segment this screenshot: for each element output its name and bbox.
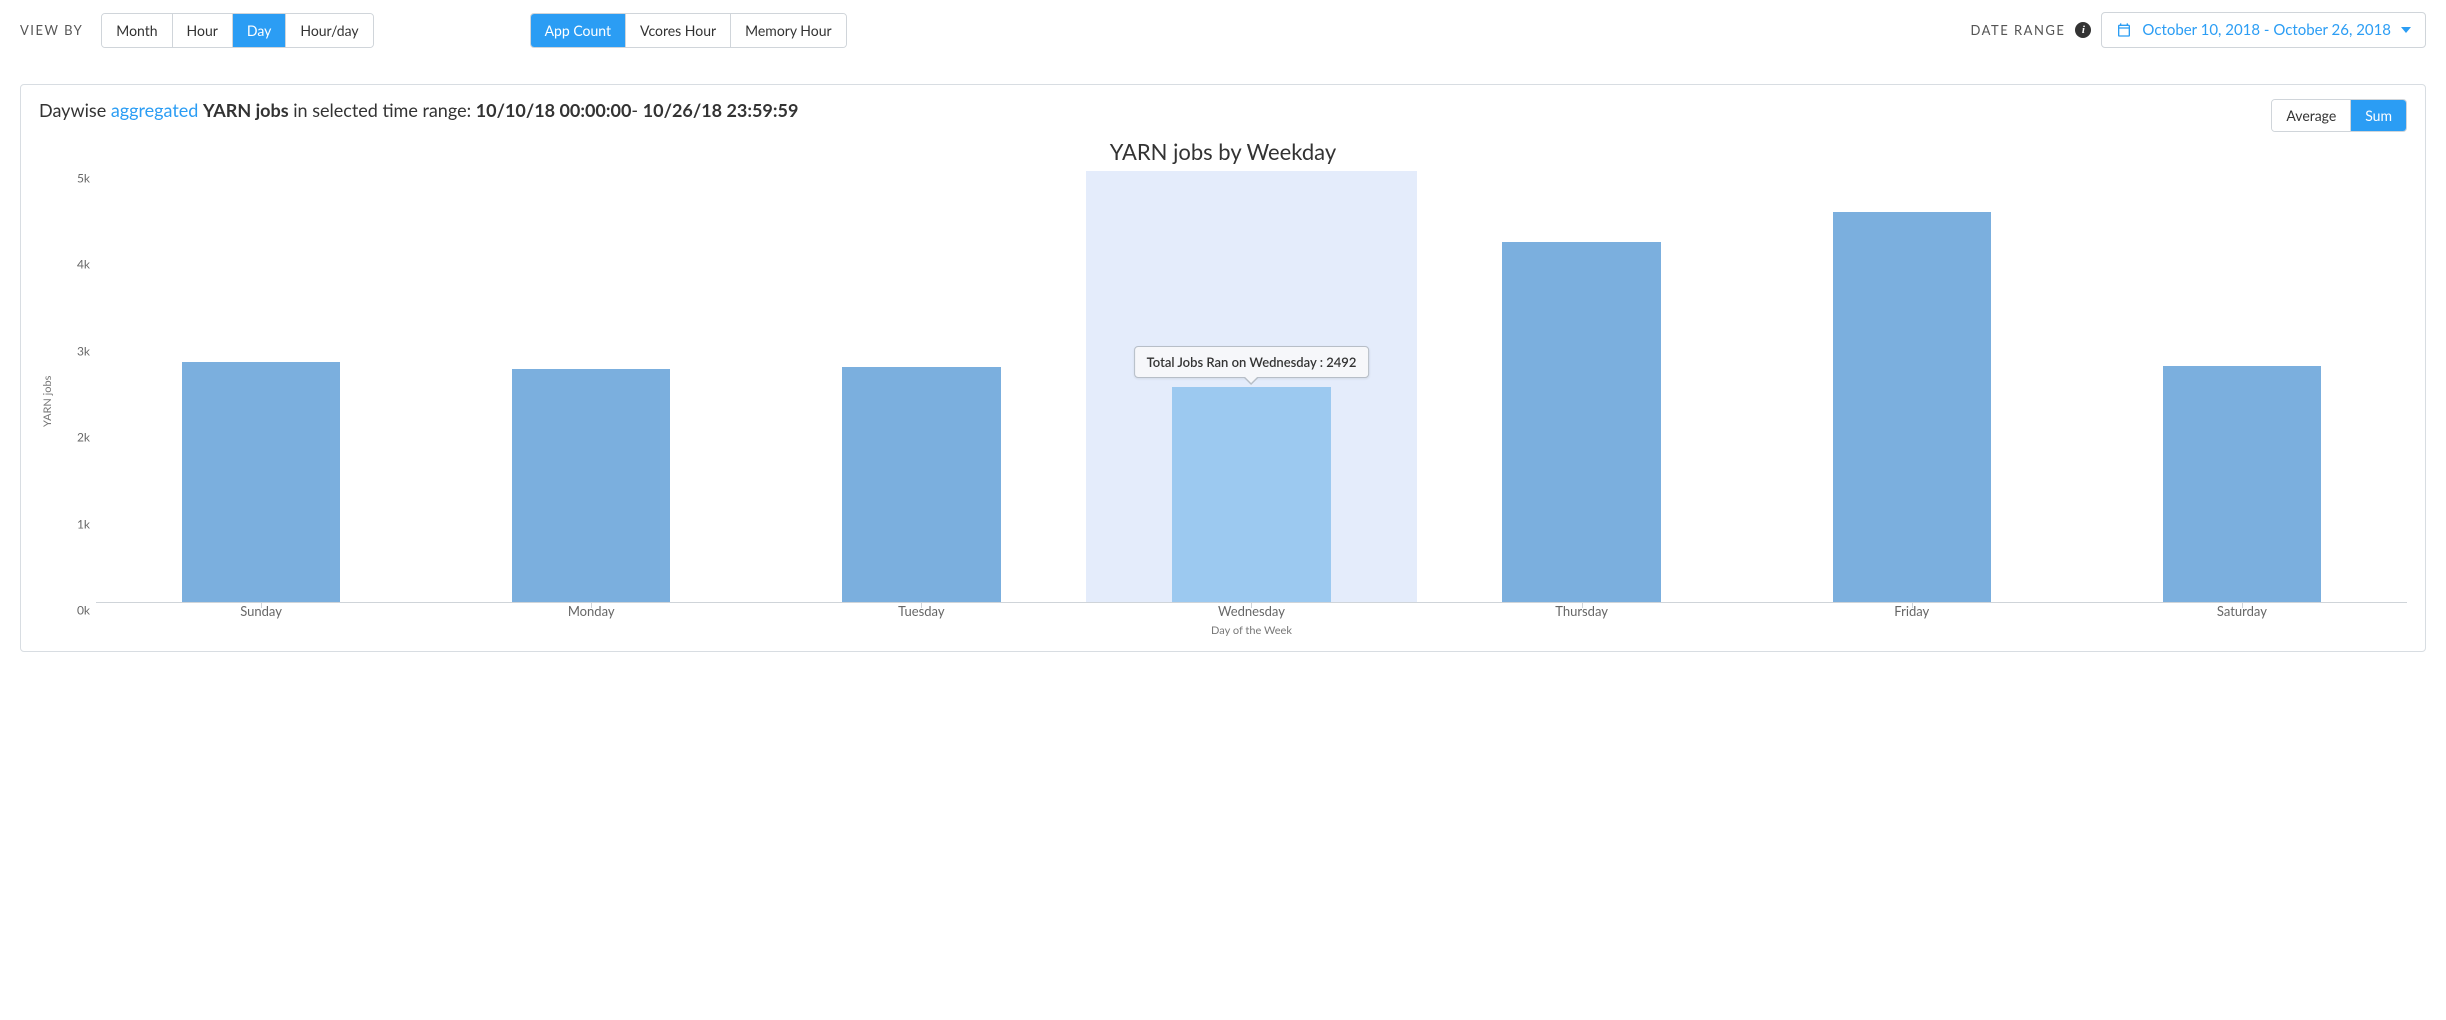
chart-panel: Daywise aggregated YARN jobs in selected…: [20, 84, 2426, 652]
bar-slot: [756, 171, 1086, 602]
calendar-icon: [2116, 22, 2132, 38]
plot[interactable]: Total Jobs Ran on Wednesday : 2492: [96, 171, 2407, 603]
info-icon[interactable]: i: [2075, 22, 2091, 38]
date-range-label: DATE RANGE: [1971, 22, 2066, 38]
y-tick: 1k: [77, 516, 90, 531]
view-by-option-month[interactable]: Month: [102, 14, 172, 47]
bar-slot: [426, 171, 756, 602]
bar-tooltip: Total Jobs Ran on Wednesday : 2492: [1134, 346, 1370, 378]
panel-title-prefix: Daywise: [39, 99, 111, 121]
y-tick: 0k: [77, 603, 90, 618]
bar-thursday[interactable]: [1502, 242, 1660, 602]
y-axis-ticks: 0k 1k 2k 3k 4k 5k: [56, 171, 96, 631]
bar-slot: [1417, 171, 1747, 602]
x-tick: Saturday: [2077, 603, 2407, 619]
view-by-option-hour-day[interactable]: Hour/day: [286, 14, 372, 47]
bar-layer: [96, 171, 2407, 602]
metric-option-vcores-hour[interactable]: Vcores Hour: [626, 14, 731, 47]
bar-friday[interactable]: [1833, 212, 1991, 602]
x-tick: Tuesday: [756, 603, 1086, 619]
y-tick: 4k: [77, 257, 90, 272]
date-range-picker[interactable]: October 10, 2018 - October 26, 2018: [2101, 12, 2426, 48]
x-tick: Thursday: [1417, 603, 1747, 619]
chart-title: YARN jobs by Weekday: [39, 138, 2407, 165]
bar-slot: [2077, 171, 2407, 602]
x-tick: Wednesday: [1086, 603, 1416, 619]
bar-monday[interactable]: [512, 369, 670, 602]
metric-group: App CountVcores HourMemory Hour: [530, 13, 847, 48]
panel-title-dash: -: [631, 99, 642, 121]
metric-option-app-count[interactable]: App Count: [531, 14, 626, 47]
bar-saturday[interactable]: [2163, 366, 2321, 602]
bar-sunday[interactable]: [182, 362, 340, 602]
panel-title-mid2: in selected time range:: [289, 99, 476, 121]
panel-title: Daywise aggregated YARN jobs in selected…: [39, 99, 798, 121]
panel-header-row: Daywise aggregated YARN jobs in selected…: [39, 99, 2407, 132]
chart-area: YARN jobs 0k 1k 2k 3k 4k 5k Total Jobs Ran on…: [39, 171, 2407, 631]
y-tick: 2k: [77, 430, 90, 445]
chevron-down-icon: [2401, 27, 2411, 33]
bar-slot: [96, 171, 426, 602]
metric-option-memory-hour[interactable]: Memory Hour: [731, 14, 846, 47]
y-axis-label: YARN jobs: [39, 171, 56, 631]
x-tick: Monday: [426, 603, 756, 619]
x-tick: Friday: [1747, 603, 2077, 619]
plot-outer: Total Jobs Ran on Wednesday : 2492 Sunda…: [96, 171, 2407, 631]
bar-tuesday[interactable]: [842, 367, 1000, 602]
bar-slot: [1086, 171, 1416, 602]
top-bar: VIEW BY MonthHourDayHour/day App CountVc…: [0, 0, 2446, 60]
aggregation-toggle: AverageSum: [2271, 99, 2407, 132]
y-tick: 5k: [77, 171, 90, 186]
x-tick: Sunday: [96, 603, 426, 619]
view-by-label: VIEW BY: [20, 22, 83, 38]
aggregated-link[interactable]: aggregated: [111, 99, 199, 121]
panel-title-bold-yarn: YARN jobs: [203, 99, 289, 121]
view-by-option-day[interactable]: Day: [233, 14, 286, 47]
x-axis-label: Day of the Week: [96, 624, 2407, 637]
view-by-group: MonthHourDayHour/day: [101, 13, 373, 48]
x-axis-ticks: SundayMondayTuesdayWednesdayThursdayFrid…: [96, 603, 2407, 619]
panel-title-end-ts: 10/26/18 23:59:59: [643, 99, 799, 121]
bar-slot: [1747, 171, 2077, 602]
agg-option-sum[interactable]: Sum: [2351, 100, 2406, 131]
date-range-area: DATE RANGE i October 10, 2018 - October …: [1971, 12, 2427, 48]
date-range-value: October 10, 2018 - October 26, 2018: [2142, 21, 2391, 39]
view-by-option-hour[interactable]: Hour: [173, 14, 233, 47]
y-tick: 3k: [77, 343, 90, 358]
agg-option-average[interactable]: Average: [2272, 100, 2351, 131]
bar-wednesday[interactable]: [1172, 387, 1330, 602]
panel-title-start-ts: 10/10/18 00:00:00: [476, 99, 632, 121]
